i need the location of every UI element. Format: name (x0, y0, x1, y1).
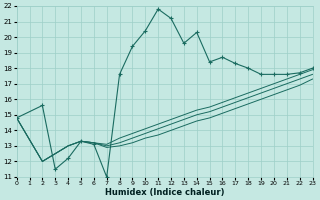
X-axis label: Humidex (Indice chaleur): Humidex (Indice chaleur) (105, 188, 224, 197)
